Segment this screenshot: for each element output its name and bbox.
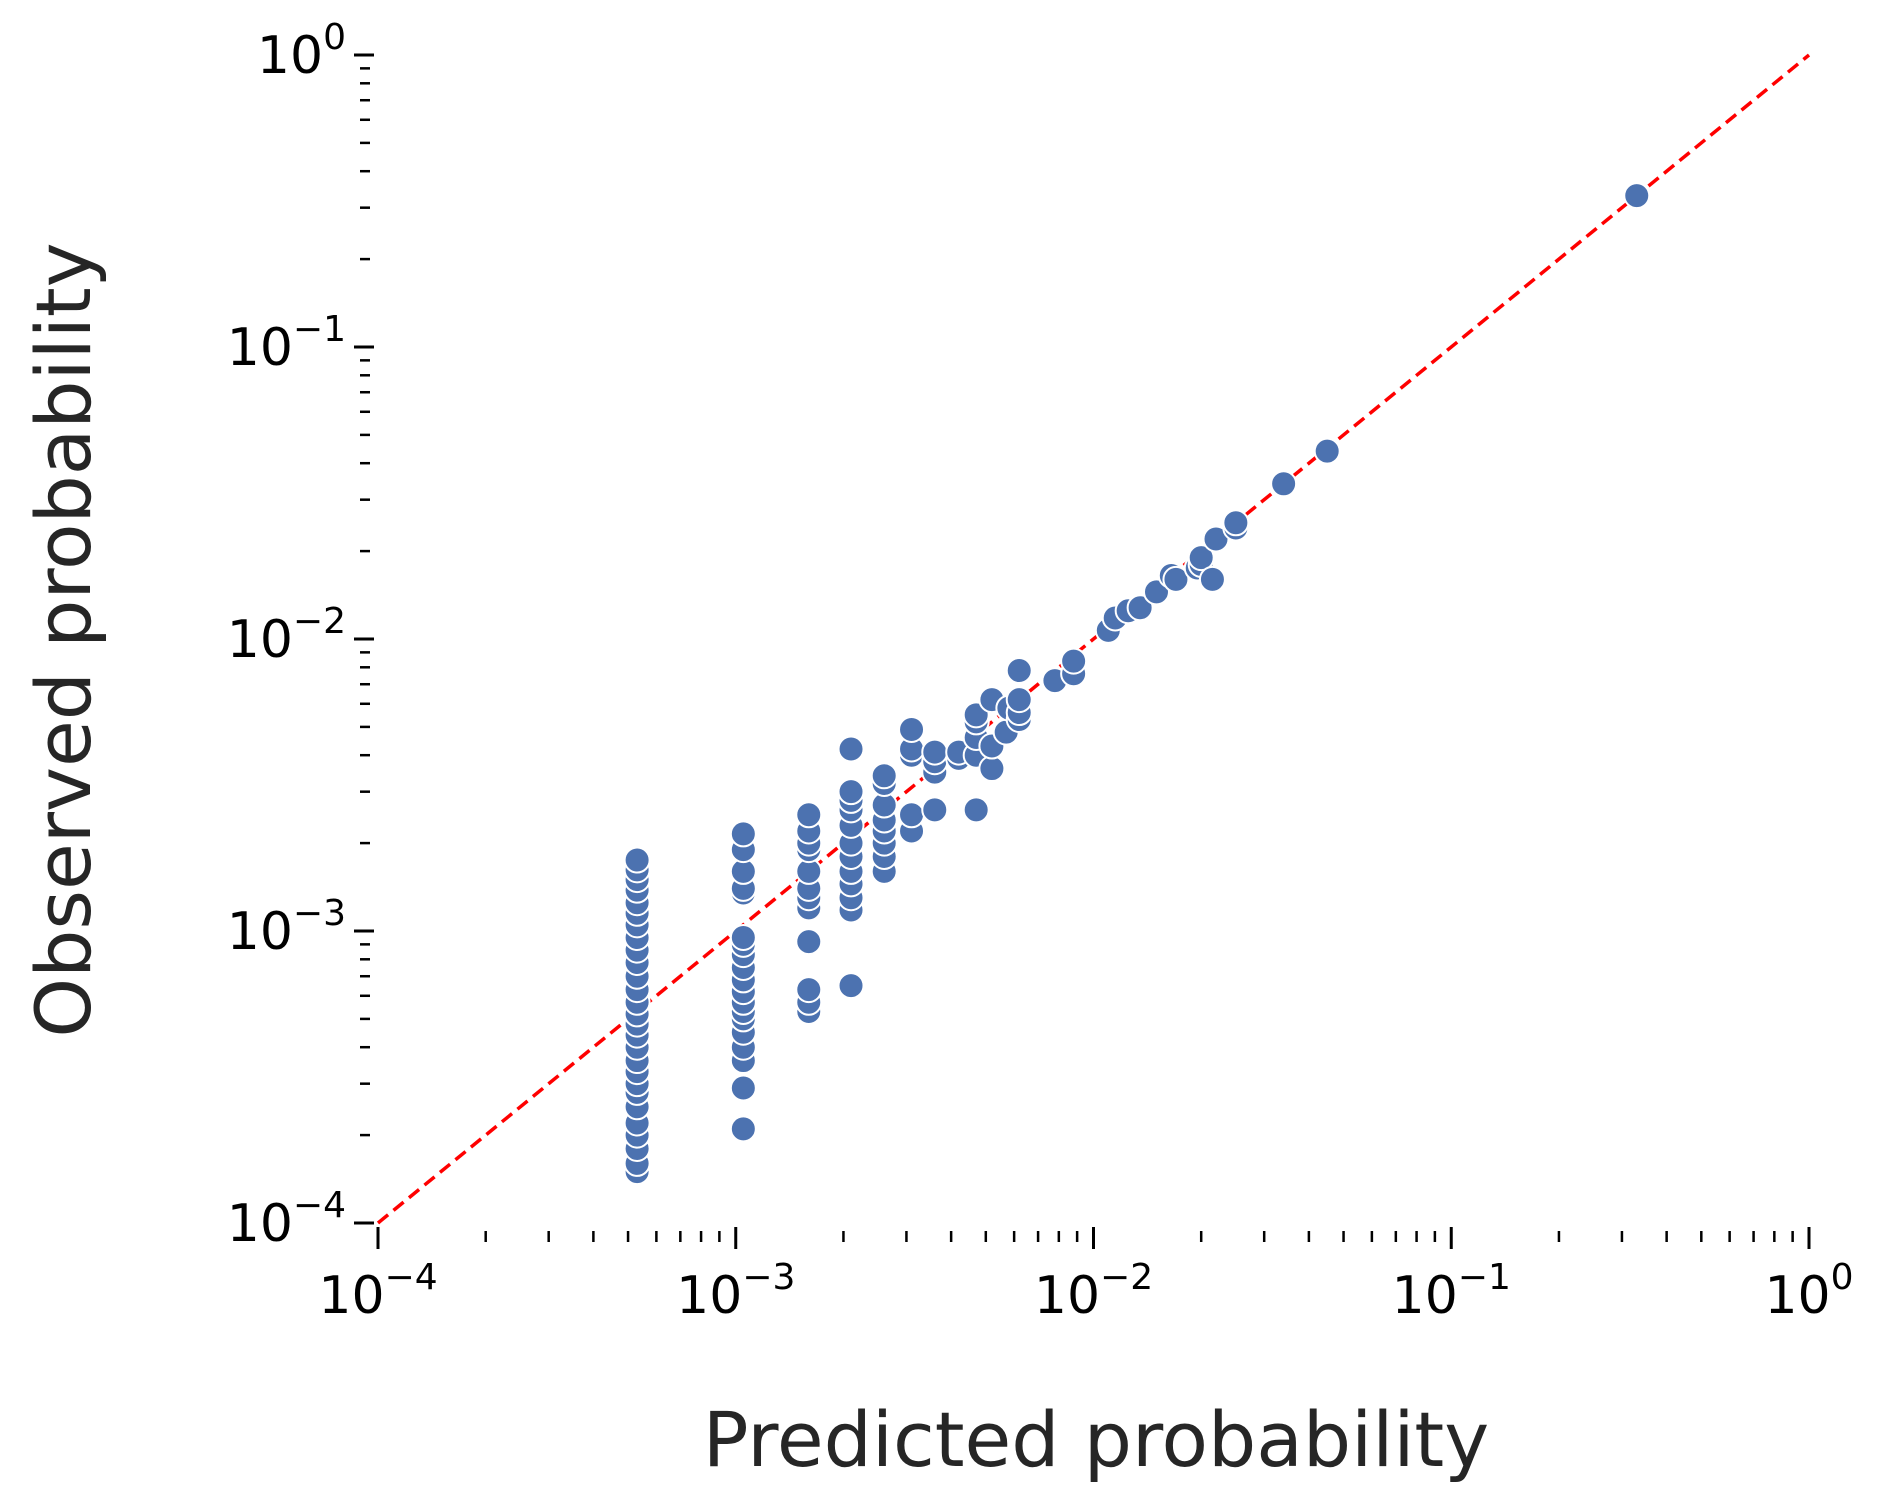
data-point [870,762,898,790]
x-tick-label: 10−1 [1392,1257,1511,1326]
data-point [1198,565,1226,593]
data-point [921,738,949,766]
data-point [1005,686,1033,714]
data-point [1222,509,1250,537]
data-point [978,755,1006,783]
data-point [962,796,990,824]
tick-labels: 10−4 10−3 10−2 10−1 100 10−4 10−3 10−2 10−1 100 [227,17,1854,1326]
data-point [729,924,757,952]
data-point [729,1115,757,1143]
data-point [898,715,926,743]
data-point [1270,470,1298,498]
reference-line [376,53,1811,1225]
data-point [729,1074,757,1102]
data-point [1187,544,1215,572]
data-point [1005,657,1033,685]
x-tick-label: 10−3 [676,1257,795,1326]
data-point [1126,594,1154,622]
data-point [837,778,865,806]
data-point [898,801,926,829]
data-point [795,801,823,829]
data-point [623,846,651,874]
data-point [1162,565,1190,593]
y-axis-title: Observed probability [19,242,108,1037]
y-tick-label: 10−3 [227,893,346,962]
data-point [1623,182,1651,210]
y-tick-label: 10−4 [227,1185,346,1254]
x-tick-label: 100 [1764,1257,1853,1326]
major-ticks [354,53,1811,1249]
minor-ticks [360,67,1794,1242]
y-tick-label: 100 [257,17,346,86]
x-axis-title: Predicted probability [703,1395,1489,1484]
data-point [1313,437,1341,465]
y-tick-label: 10−1 [227,309,346,378]
x-tick-label: 10−2 [1034,1257,1153,1326]
data-point [729,820,757,848]
data-point [837,735,865,763]
data-point [1060,647,1088,675]
data-point [795,976,823,1004]
reference-line-layer [376,53,1811,1225]
data-point [837,972,865,1000]
data-point [921,796,949,824]
x-tick-label: 10−4 [318,1257,437,1326]
y-tick-label: 10−2 [227,601,346,670]
data-point [795,928,823,956]
data-points [623,182,1651,1186]
